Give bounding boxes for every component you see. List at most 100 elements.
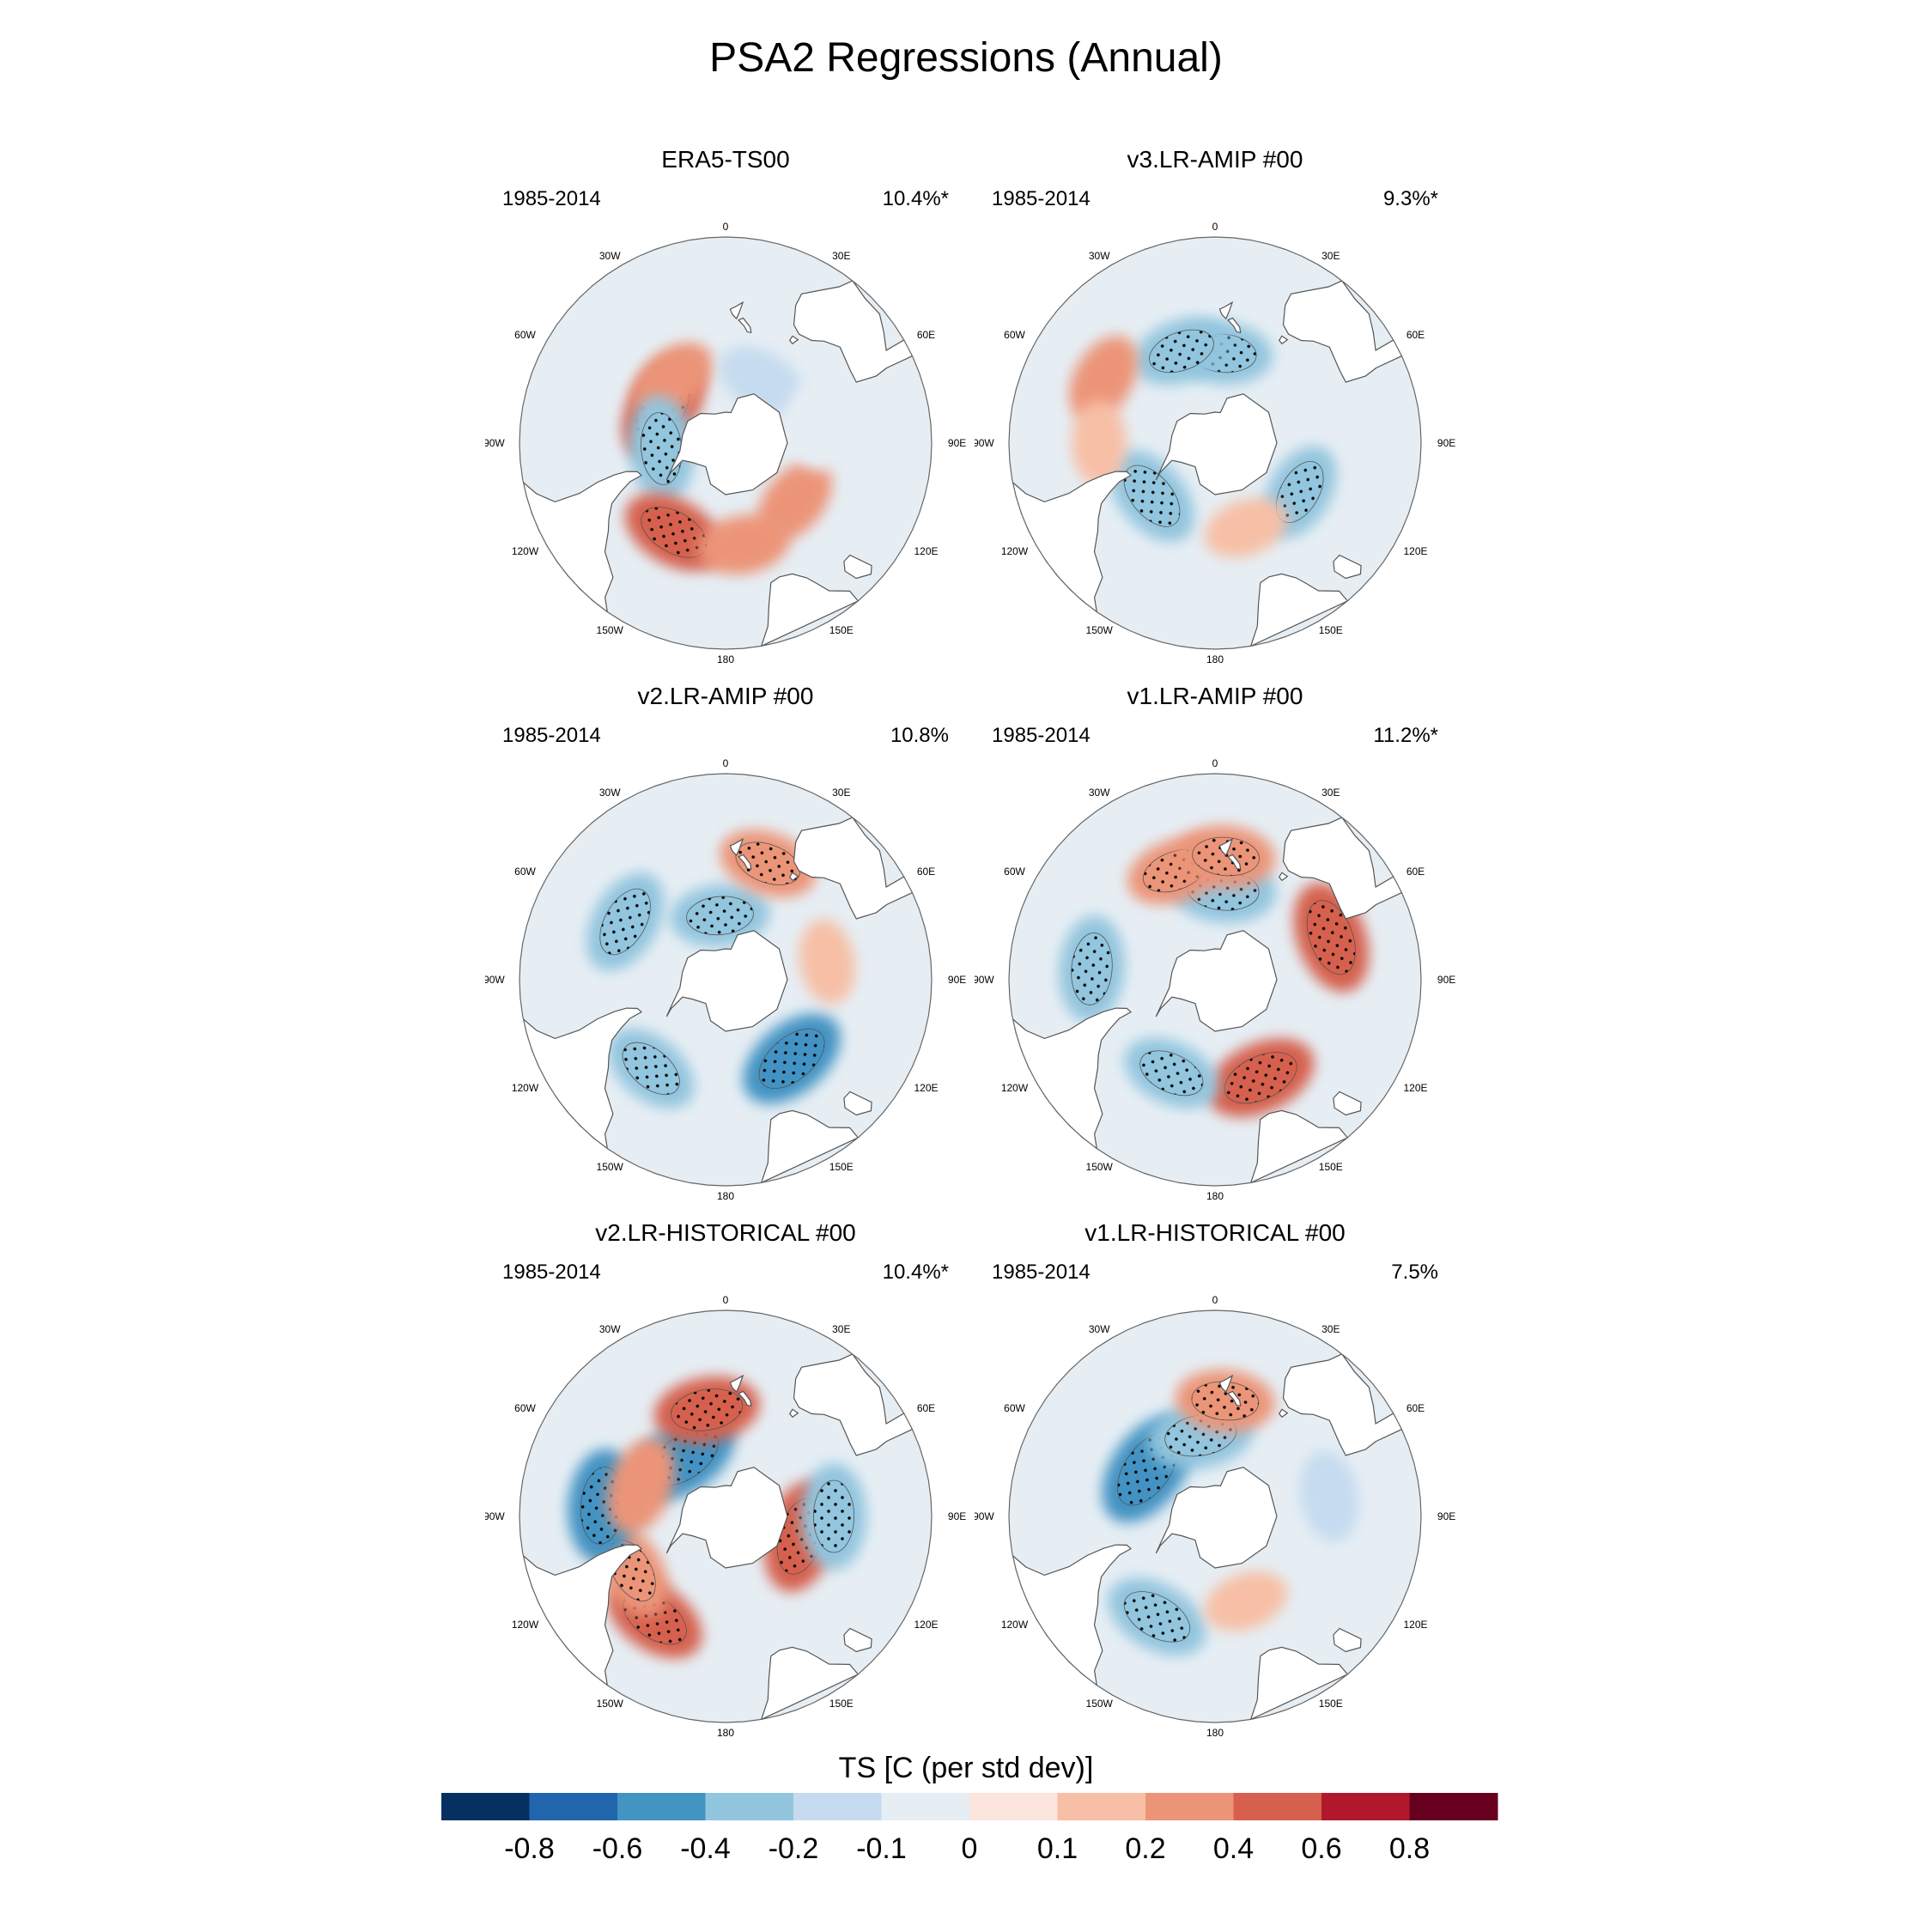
longitude-label: 120W: [512, 1619, 539, 1631]
longitude-label: 30E: [1321, 787, 1340, 799]
colorbar-swatch: [1057, 1793, 1146, 1820]
longitude-label: 0: [1212, 221, 1218, 233]
colorbar-swatch: [1321, 1793, 1410, 1820]
map-panel-v2-amip: v2.LR-AMIP #00 1985-2014 10.8% 0 30E 60E 90…: [485, 683, 966, 1206]
longitude-label: 60E: [917, 329, 935, 341]
land-mass: [1227, 1390, 1242, 1407]
panel-period: 1985-2014: [502, 724, 601, 747]
land-mass: [760, 573, 860, 647]
longitude-label: 30E: [1321, 1323, 1340, 1335]
longitude-label: 180: [717, 653, 734, 665]
longitude-label: 120W: [512, 545, 539, 557]
longitude-label: 150E: [829, 1698, 854, 1710]
land-mass: [665, 393, 788, 495]
longitude-label: 150W: [1086, 1698, 1114, 1710]
longitude-label: 30W: [599, 787, 621, 799]
longitude-label: 0: [723, 1294, 729, 1306]
colorbar-swatch: [705, 1793, 794, 1820]
longitude-label: 120E: [914, 1619, 938, 1631]
longitude-label: 150E: [829, 624, 854, 636]
polar-map: 0 30E 60E 90E 120E 150E 180 150W 120W 90W 60W 30W: [975, 757, 1455, 1202]
longitude-label: 150W: [1086, 624, 1114, 636]
map-boundary: [519, 1309, 933, 1723]
map-panel-v1-amip: v1.LR-AMIP #00 1985-2014 11.2%* 0 30E 60E 9…: [975, 683, 1455, 1206]
longitude-label: 60W: [1004, 1402, 1025, 1414]
colorbar-title: TS [C (per std dev)]: [838, 1752, 1094, 1784]
longitude-label: 120W: [1001, 1619, 1029, 1631]
colorbar-tick-label: 0.1: [1037, 1832, 1078, 1865]
longitude-label: 180: [1206, 653, 1224, 665]
longitude-label: 90E: [1437, 1510, 1455, 1522]
land-mass: [665, 930, 788, 1032]
colorbar-tick-label: -0.6: [592, 1832, 643, 1865]
panel-variance: 10.4%*: [882, 1261, 949, 1284]
map-panel-era5: ERA5-TS00 1985-2014 10.4%* 0 30E 60E 90E 120…: [485, 146, 966, 670]
anomaly-region: [1204, 498, 1288, 558]
longitude-label: 120E: [1403, 1619, 1427, 1631]
figure-title: PSA2 Regressions (Annual): [709, 35, 1223, 81]
panel-period: 1985-2014: [992, 187, 1091, 210]
longitude-label: 30E: [832, 787, 850, 799]
colorbar-swatch: [529, 1793, 618, 1820]
longitude-label: 180: [717, 1727, 734, 1739]
anomaly-region: [1069, 336, 1139, 422]
land-mass: [788, 872, 799, 882]
map-boundary: [1008, 773, 1422, 1187]
land-mass: [738, 1390, 752, 1407]
longitude-label: 60E: [1406, 329, 1425, 341]
longitude-label: 90E: [948, 437, 966, 449]
significance-stippling: [1192, 836, 1260, 877]
polar-map: 0 30E 60E 90E 120E 150E 180 150W 120W 90W 60W 30W: [975, 1294, 1455, 1739]
land-mass: [1278, 872, 1289, 882]
panel-variance: 7.5%: [1391, 1261, 1438, 1284]
land-mass: [1155, 1467, 1278, 1569]
colorbar-swatch: [881, 1793, 970, 1820]
longitude-label: 60W: [514, 329, 536, 341]
land-mass: [665, 1467, 788, 1569]
longitude-label: 60W: [1004, 329, 1025, 341]
land-mass: [1333, 1091, 1362, 1116]
longitude-label: 60E: [917, 866, 935, 878]
longitude-label: 120W: [1001, 1082, 1029, 1094]
land-mass: [1218, 301, 1234, 320]
land-mass: [729, 301, 744, 320]
significance-stippling: [1123, 465, 1181, 527]
significance-stippling: [599, 888, 651, 956]
land-mass: [1227, 317, 1242, 334]
colorbar-tick-label: 0.8: [1389, 1832, 1430, 1865]
longitude-label: 30W: [1089, 787, 1110, 799]
anomaly-region: [786, 385, 843, 471]
significance-stippling: [1071, 933, 1113, 1005]
longitude-label: 150E: [1319, 1698, 1343, 1710]
colorbar-tick-label: -0.1: [856, 1832, 907, 1865]
map-panel-v3-amip: v3.LR-AMIP #00 1985-2014 9.3%* 0 30E 60E 90…: [975, 146, 1455, 670]
longitude-label: 120E: [1403, 545, 1427, 557]
map-boundary: [1008, 1309, 1422, 1723]
longitude-label: 0: [1212, 757, 1218, 769]
land-mass: [788, 1408, 799, 1419]
longitude-label: 180: [1206, 1190, 1224, 1202]
longitude-label: 150E: [1319, 624, 1343, 636]
longitude-label: 90W: [485, 1510, 505, 1522]
polar-map: 0 30E 60E 90E 120E 150E 180 150W 120W 90W 60W 30W: [485, 221, 966, 665]
significance-stippling: [686, 896, 754, 936]
longitude-label: 150E: [829, 1161, 854, 1173]
land-mass: [1333, 554, 1362, 580]
map-boundary: [1008, 236, 1422, 650]
longitude-label: 30E: [832, 250, 850, 262]
panel-title: v2.LR-HISTORICAL #00: [595, 1219, 856, 1246]
longitude-label: 0: [723, 221, 729, 233]
colorbar-swatch: [1409, 1793, 1498, 1820]
colorbar-swatch: [1233, 1793, 1322, 1820]
map-boundary: [519, 236, 933, 650]
land-mass: [760, 1646, 860, 1721]
land-mass: [1155, 930, 1278, 1032]
polar-map: 0 30E 60E 90E 120E 150E 180 150W 120W 90W 60W 30W: [975, 221, 1455, 665]
panel-period: 1985-2014: [502, 187, 601, 210]
colorbar-swatch: [793, 1793, 882, 1820]
significance-stippling: [622, 1042, 680, 1096]
significance-stippling: [1123, 1591, 1191, 1643]
anomaly-region: [757, 460, 832, 542]
longitude-label: 90W: [485, 437, 505, 449]
longitude-label: 60W: [514, 866, 536, 878]
